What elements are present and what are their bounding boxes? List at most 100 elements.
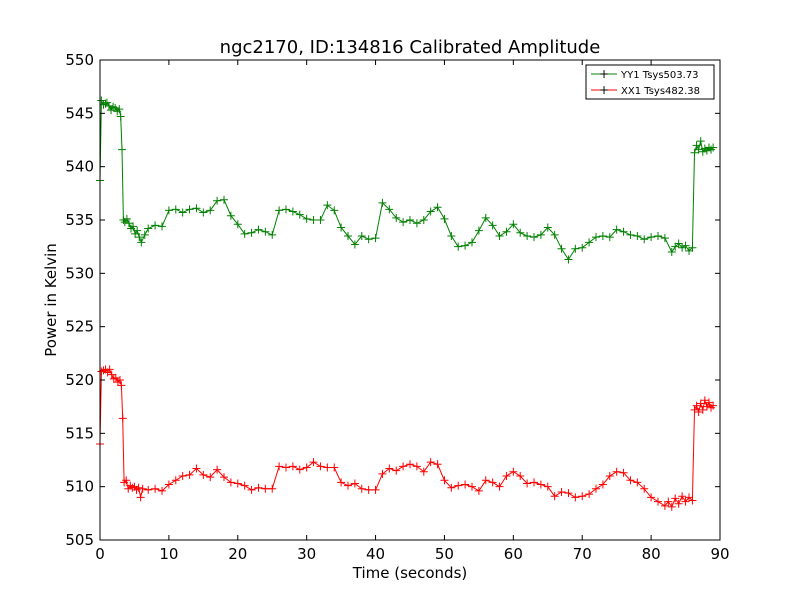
series-xx1-point [626,476,635,485]
series-yy1-point [592,233,600,242]
series-yy1-point [447,232,456,240]
series-yy1-point [681,241,690,250]
series-xx1-point [107,370,116,379]
series-xx1-point [113,378,122,387]
series-yy1-point [426,207,435,216]
series-xx1-point [192,464,201,473]
y-tick-label: 540 [65,158,94,176]
series-xx1-point [392,466,401,475]
series-xx1-point [254,483,263,492]
series-xx1-point [426,458,435,467]
series-yy1-point [127,224,135,233]
series-xx1-point [118,414,127,423]
series-xx1-point [103,368,112,377]
series-yy1-point [571,244,580,253]
series-xx1-point [158,486,166,495]
y-tick-label: 530 [65,264,94,282]
series-yy1-point [137,238,146,247]
series-yy1-point [700,144,709,153]
series-yy1-point [206,206,215,215]
x-tick-label: 50 [435,545,454,563]
series-yy1-point [115,105,124,114]
series-yy1-point [488,221,497,230]
x-axis-label: Time (seconds) [352,564,468,582]
series-yy1-point [199,208,208,217]
series-xx1-point [671,494,680,503]
legend-xx1-marker: + [599,83,609,97]
series-xx1-point [357,484,366,493]
series-xx1-point [578,492,587,501]
series-xx1-point [454,481,463,490]
series-yy1-point [419,216,428,224]
series-xx1-point [364,485,373,494]
series-xx1-point [640,484,649,493]
y-tick-label: 520 [65,371,94,389]
series-yy1-point [330,206,339,215]
series-xx1-point [481,476,490,485]
series-xx1-point [571,493,580,502]
series-yy1-point [688,243,697,252]
series-xx1-point [138,484,147,493]
series-yy1-point [135,233,144,242]
series-yy1-point [707,145,716,154]
plot-area [100,60,720,540]
series-yy1-point [516,228,525,237]
series-yy1-point [698,147,707,156]
series-xx1-point [132,485,141,494]
series-yy1-point [102,98,111,107]
series-xx1-point [707,403,716,412]
series-xx1-point [371,485,380,494]
series-yy1-point [433,203,442,212]
series-xx1-point [461,480,470,489]
series-yy1-point [696,137,705,146]
series-yy1-point [118,145,127,154]
series-xx1-point [550,492,559,501]
x-tick-label: 90 [710,545,729,563]
series-xx1-point [206,473,215,482]
series-yy1-point [474,226,483,235]
series-xx1-point [598,480,607,489]
series-xx1-point [117,381,126,390]
series-yy1-point [144,224,153,233]
series-yy1-point [440,214,449,223]
series-xx1-point [226,478,235,487]
series-xx1-point [543,482,552,491]
series-xx1-point [406,460,414,469]
series-xx1-point [130,482,139,491]
series-yy1-point [240,229,249,238]
series-yy1-point [178,208,187,217]
series-xx1-point [171,476,180,485]
series-xx1-point [115,376,124,384]
series-yy1-point [158,222,166,231]
series-yy1-point [213,196,222,205]
series-yy1-point [192,204,201,213]
series-yy1-point [605,233,614,242]
tick-layer: 0 10 20 30 40 50 60 70 80 90 505 510 515 520 525 530 535… [65,51,729,563]
series-yy1-point [101,99,110,108]
series-yy1-point [536,230,545,239]
series-yy1-point [99,100,108,109]
series-xx1-point [412,462,421,471]
series-yy1-point [171,205,180,214]
series-yy1-point [124,219,133,228]
series-yy1-point [495,232,504,240]
series-yy1-point [111,104,120,112]
plot-frame [99,59,721,541]
series-yy1-point [378,198,387,207]
series-xx1-point [105,365,114,374]
series-yy1-point [97,96,106,105]
series-yy1-point [530,233,538,242]
series-yy1-point [685,246,693,255]
series-yy1 [96,96,718,264]
y-tick-label: 535 [65,211,94,229]
series-xx1-point [605,472,614,480]
series-yy1-point [120,218,129,227]
series-xx1-point [282,463,290,472]
series-yy1-point [694,145,703,154]
series-xx1-point [592,484,600,493]
series-yy1-point [709,143,718,152]
series-yy1-point [220,195,228,204]
series-xx1-point [134,483,143,492]
series-yy1-point [671,242,680,251]
series-yy1-point [164,206,173,215]
